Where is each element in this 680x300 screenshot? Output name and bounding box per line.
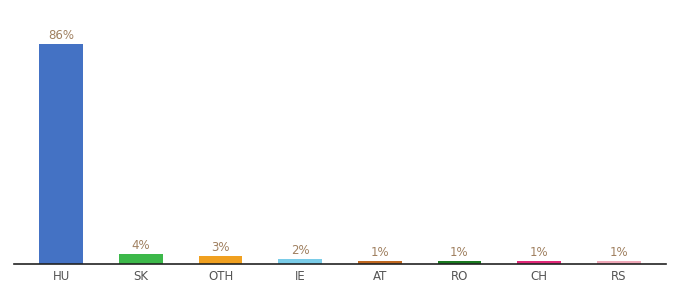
Text: 1%: 1% xyxy=(371,246,389,260)
Bar xyxy=(199,256,243,264)
Bar xyxy=(517,261,561,264)
Text: 4%: 4% xyxy=(132,239,150,252)
Bar xyxy=(437,261,481,264)
Text: 1%: 1% xyxy=(609,246,628,260)
Text: 2%: 2% xyxy=(291,244,309,257)
Bar xyxy=(119,254,163,264)
Bar xyxy=(358,261,402,264)
Text: 86%: 86% xyxy=(48,29,74,42)
Bar xyxy=(597,261,641,264)
Bar xyxy=(39,44,83,264)
Text: 1%: 1% xyxy=(530,246,548,260)
Text: 1%: 1% xyxy=(450,246,469,260)
Bar xyxy=(278,259,322,264)
Text: 3%: 3% xyxy=(211,241,230,254)
